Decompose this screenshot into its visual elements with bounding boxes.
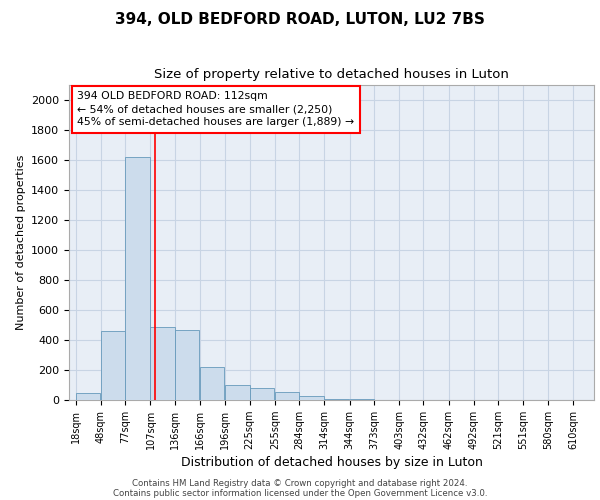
Bar	[175, 330, 199, 400]
Bar	[250, 388, 274, 400]
X-axis label: Distribution of detached houses by size in Luton: Distribution of detached houses by size …	[181, 456, 482, 469]
Bar	[151, 326, 175, 400]
Text: Contains public sector information licensed under the Open Government Licence v3: Contains public sector information licen…	[113, 488, 487, 498]
Bar	[200, 367, 224, 400]
Text: 394 OLD BEDFORD ROAD: 112sqm
← 54% of detached houses are smaller (2,250)
45% of: 394 OLD BEDFORD ROAD: 112sqm ← 54% of de…	[77, 91, 355, 128]
Bar	[325, 398, 349, 400]
Bar	[125, 157, 149, 400]
Bar	[76, 392, 100, 400]
Bar	[299, 396, 323, 400]
Text: Contains HM Land Registry data © Crown copyright and database right 2024.: Contains HM Land Registry data © Crown c…	[132, 478, 468, 488]
Y-axis label: Number of detached properties: Number of detached properties	[16, 155, 26, 330]
Bar	[275, 392, 299, 400]
Text: 394, OLD BEDFORD ROAD, LUTON, LU2 7BS: 394, OLD BEDFORD ROAD, LUTON, LU2 7BS	[115, 12, 485, 28]
Title: Size of property relative to detached houses in Luton: Size of property relative to detached ho…	[154, 68, 509, 81]
Bar	[101, 331, 125, 400]
Bar	[225, 385, 250, 400]
